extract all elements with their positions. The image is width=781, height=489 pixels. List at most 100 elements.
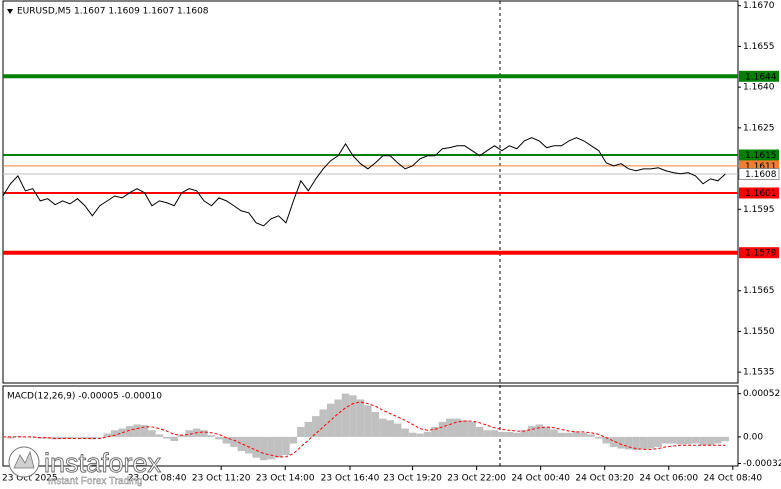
macd-bar <box>416 433 424 437</box>
macd-bar <box>505 431 514 437</box>
macd-bar <box>460 420 469 437</box>
macd-bar <box>356 399 365 437</box>
macd-bar <box>609 436 618 447</box>
macd-layer <box>0 393 730 461</box>
y-tick-label: 1.1565 <box>743 286 775 296</box>
macd-bar <box>274 436 283 458</box>
macd-bar <box>691 436 700 444</box>
macd-bar <box>252 436 260 458</box>
level-label: 1.1601 <box>745 189 777 199</box>
macd-bar <box>475 426 484 437</box>
x-tick-label: 23 Oct 22:00 <box>447 474 506 484</box>
macd-bar <box>706 436 715 446</box>
macd-bar <box>312 416 320 437</box>
macd-bar <box>669 436 677 444</box>
macd-bar <box>684 436 692 445</box>
watermark-logo-mark <box>13 450 35 469</box>
x-tick-label: 23 Oct 14:00 <box>256 474 315 484</box>
macd-bar <box>624 436 633 450</box>
macd-bar <box>699 436 707 446</box>
macd-bar <box>282 436 290 456</box>
x-tick-label: 23 Oct 16:40 <box>321 474 380 484</box>
watermark: instaforex Instant Forex Trading <box>8 446 162 487</box>
macd-bar <box>73 436 82 438</box>
y-tick-label: 1.1655 <box>743 42 775 52</box>
macd-bar <box>207 435 216 437</box>
macd-bar <box>639 436 648 450</box>
macd-bar <box>230 436 238 447</box>
macd-bar <box>326 403 335 437</box>
macd-bar <box>88 436 97 440</box>
signal-line <box>3 401 726 458</box>
symbol-menu-icon[interactable] <box>7 9 13 14</box>
y-tick-label: 1.1625 <box>743 123 775 133</box>
macd-bar <box>483 430 491 437</box>
macd-bar <box>572 431 581 437</box>
macd-bar <box>453 418 461 437</box>
macd-bar <box>676 436 685 445</box>
price-line <box>2 137 726 227</box>
y-tick-label: 1.1535 <box>743 368 775 378</box>
macd-bar <box>468 421 476 437</box>
macd-bar <box>148 430 156 437</box>
macd-bar <box>178 435 186 437</box>
macd-bar <box>319 409 327 437</box>
level-label-box <box>739 247 779 259</box>
macd-bar <box>133 424 141 437</box>
macd-bar <box>490 430 499 437</box>
macd-bar <box>647 436 655 449</box>
macd-bar <box>528 426 536 437</box>
macd-bar <box>714 436 722 444</box>
macd-bar <box>334 399 342 437</box>
macd-bar <box>341 393 350 437</box>
level-label: 1.1611 <box>745 162 777 172</box>
macd-bar <box>81 436 89 439</box>
macd-panel-frame <box>2 385 739 467</box>
y-tick-label: 1.1550 <box>743 327 775 337</box>
macd-bar <box>379 418 387 437</box>
macd-bar <box>29 436 37 438</box>
macd-bar <box>163 436 171 439</box>
main-layer <box>2 74 738 255</box>
macd-bar <box>520 430 528 437</box>
macd-bar <box>498 431 506 437</box>
chart-title: EURUSD,M5 1.1607 1.1609 1.1607 1.1608 <box>17 7 209 17</box>
macd-bar <box>438 421 447 437</box>
macd-bar <box>364 405 372 437</box>
macd-bar <box>222 436 231 444</box>
macd-bar <box>6 436 15 439</box>
macd-bar <box>110 430 119 437</box>
x-tick-label: 23 Oct 11:20 <box>192 474 251 484</box>
macd-bar <box>401 428 409 437</box>
macd-bar <box>267 436 275 460</box>
macd-bar <box>103 433 111 437</box>
macd-bar <box>297 426 305 437</box>
level-label-box <box>739 187 779 199</box>
macd-bar <box>565 432 573 437</box>
macd-bar <box>304 421 313 437</box>
y-tick-label: 1.1670 <box>743 1 775 11</box>
macd-bar <box>654 436 663 447</box>
x-tick-label: 24 Oct 03:20 <box>575 474 634 484</box>
macd-bar <box>125 426 134 437</box>
level-label-box <box>739 149 779 161</box>
macd-bar <box>423 431 432 437</box>
level-label: 1.1579 <box>745 249 777 259</box>
macd-bar <box>557 432 566 437</box>
x-tick-label: 23 Oct 19:20 <box>383 474 442 484</box>
macd-bar <box>632 436 640 451</box>
macd-bar <box>446 418 454 437</box>
macd-bar <box>393 423 402 437</box>
macd-bar <box>43 436 52 439</box>
macd-bar <box>155 434 164 437</box>
macd-bar <box>542 426 551 437</box>
macd-bar <box>259 436 268 461</box>
macd-bar <box>14 436 22 437</box>
x-tick-label: 24 Oct 00:40 <box>511 474 570 484</box>
level-label: 1.1644 <box>745 72 777 82</box>
macd-bar <box>58 436 67 439</box>
macd-bar <box>721 436 730 442</box>
